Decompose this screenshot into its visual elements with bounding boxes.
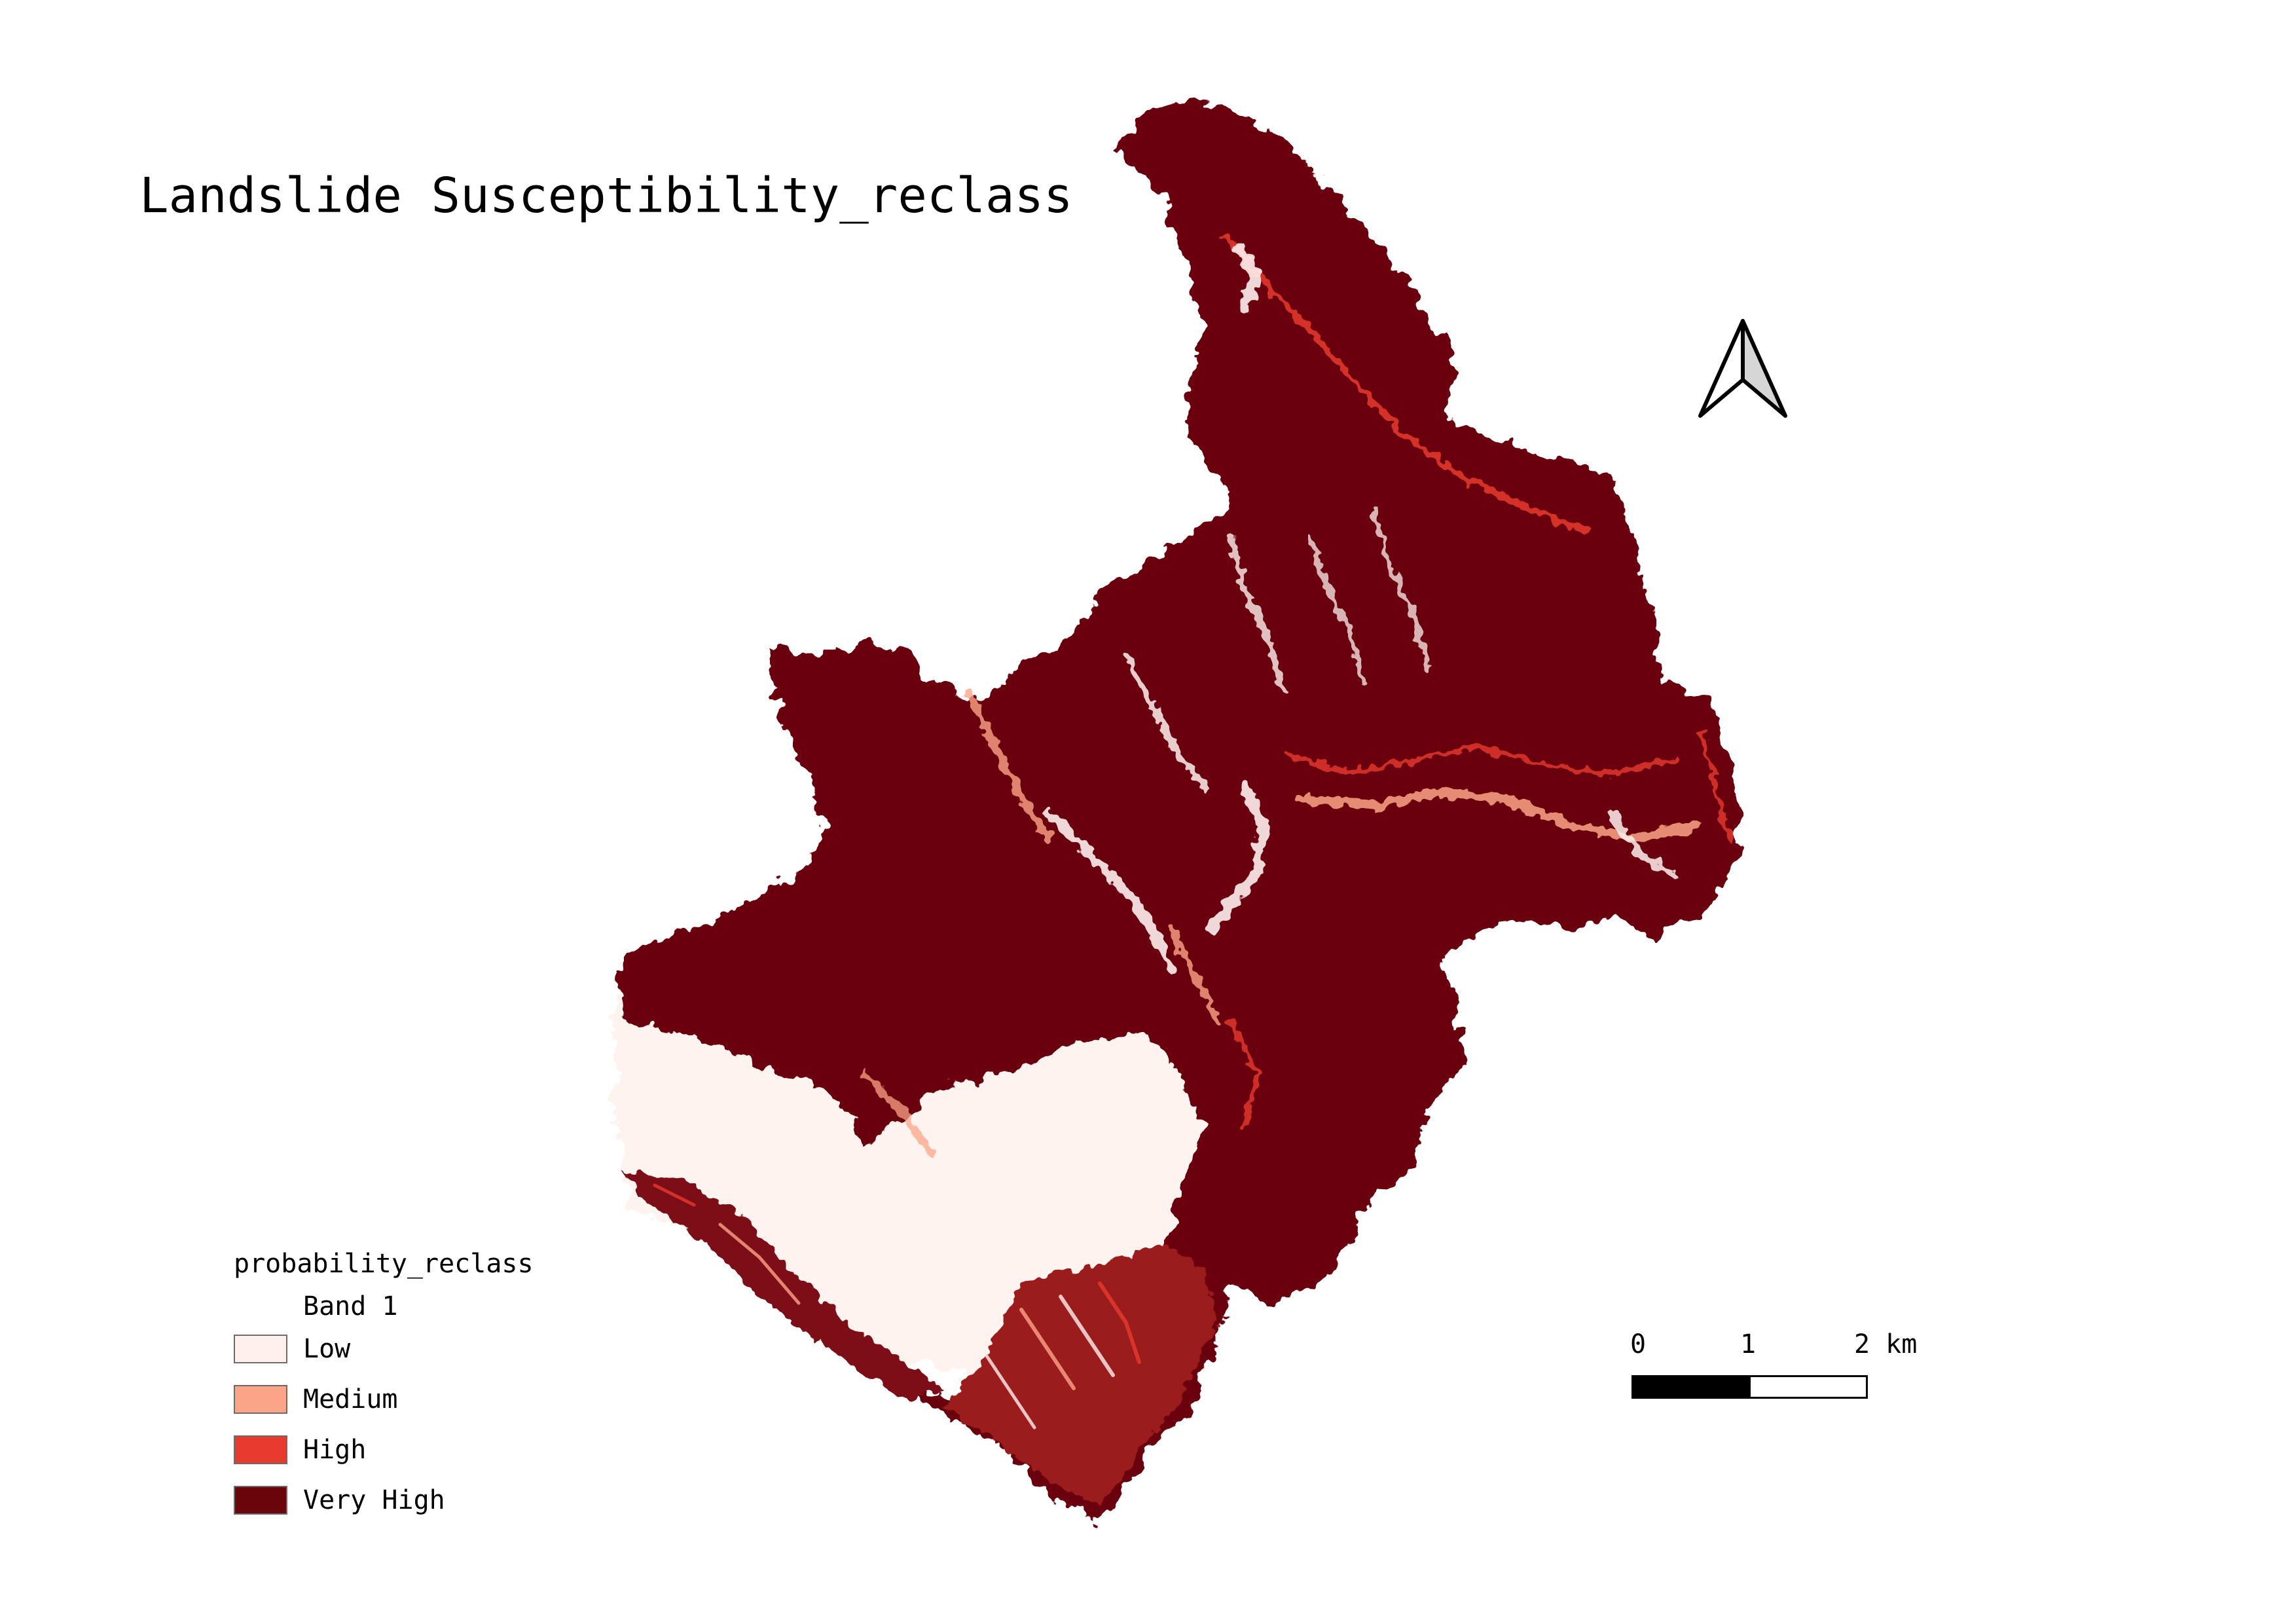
legend-label-very-high: Very High	[303, 1485, 445, 1515]
map-title: Landslide Susceptibility_reclass	[139, 168, 1073, 224]
scale-label-0: 0	[1630, 1329, 1647, 1359]
legend-layer-name: probability_reclass	[234, 1249, 534, 1279]
scale-segment-white	[1749, 1375, 1868, 1399]
legend-label-medium: Medium	[303, 1384, 398, 1414]
southern-mixed-area	[622, 1172, 1218, 1506]
scale-label-2: 2 km	[1854, 1329, 1918, 1359]
legend-band-label: Band 1	[303, 1291, 398, 1321]
scale-segment-black	[1631, 1375, 1751, 1399]
swatch-medium	[234, 1385, 287, 1414]
legend-label-low: Low	[303, 1334, 351, 1364]
southern-texture	[653, 1183, 1141, 1430]
legend-label-high: High	[303, 1435, 367, 1465]
scale-label-1: 1	[1740, 1329, 1757, 1359]
swatch-low	[234, 1335, 287, 1363]
scale-bar: 0 1 2 km	[1630, 1329, 1917, 1408]
high-susceptibility-valleys	[861, 232, 1731, 1156]
very-high-susceptibility-area	[615, 101, 1741, 1519]
swatch-very-high	[234, 1486, 287, 1515]
swatch-high	[234, 1435, 287, 1464]
north-arrow-icon	[1698, 319, 1787, 418]
